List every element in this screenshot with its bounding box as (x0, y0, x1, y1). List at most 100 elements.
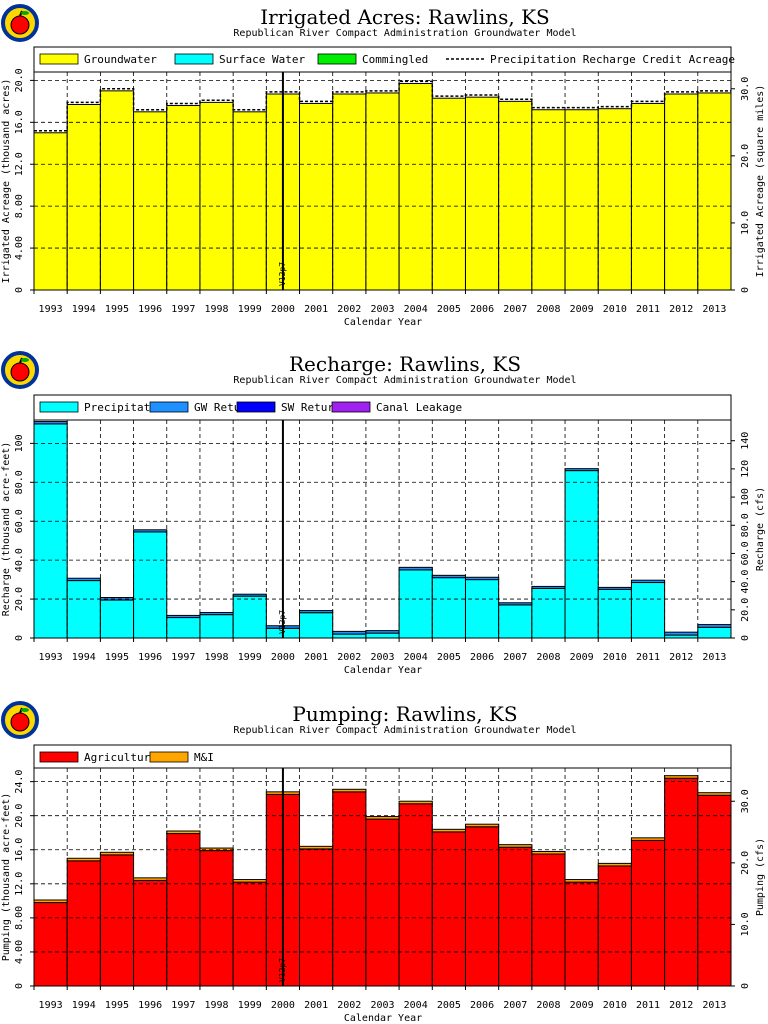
x-tick-label: 2012 (669, 304, 693, 315)
bar (99, 599, 135, 639)
x-tick-label: 1999 (238, 652, 262, 663)
bar (133, 111, 168, 291)
x-tick-label: 1994 (72, 652, 96, 663)
y-tick-label: 4.00 (14, 940, 25, 964)
bar (431, 574, 466, 579)
bar (133, 879, 168, 987)
rrca-logo (1, 351, 39, 389)
y2-axis-label: Irrigated Acreage (square miles) (755, 85, 766, 278)
y-tick-label: 100 (14, 434, 25, 452)
bar (365, 816, 400, 820)
bar (697, 794, 732, 987)
bar (33, 899, 68, 904)
bar (199, 850, 234, 987)
y-axis-left: 0 4.00 8.00 12.0 16.0 20.0 (14, 68, 34, 293)
x-tick-label: 1997 (171, 304, 195, 315)
bar (199, 847, 234, 852)
x-tick-label: 2004 (404, 1000, 428, 1011)
y-axis-right: 0 20.0 40.0 60.0 80.0 100 120 140 (731, 432, 751, 641)
legend-swatch (39, 53, 79, 65)
x-tick-label: 1994 (72, 304, 96, 315)
bar (564, 879, 599, 883)
x-tick-label: 1998 (205, 304, 229, 315)
legend-label: Surface Water (219, 53, 305, 66)
x-tick-label: 2002 (337, 304, 361, 315)
plot-frame (33, 71, 732, 291)
chart-subtitle: Republican River Compact Administration … (233, 375, 576, 386)
y-tick-label: 24.0 (14, 770, 25, 794)
bar (166, 614, 201, 619)
apple-leaf-icon (21, 708, 29, 712)
legend-swatch (331, 401, 371, 413)
bar (365, 632, 400, 639)
bar (332, 788, 367, 793)
legend-label: M&I (194, 751, 214, 764)
x-tick-label: 2003 (370, 304, 394, 315)
plot-frame (33, 767, 732, 987)
x-tick-label: 2011 (636, 304, 660, 315)
rrca-logo (1, 4, 39, 42)
x-tick-label: 1995 (105, 304, 129, 315)
bar (166, 833, 201, 987)
bar (398, 569, 433, 639)
legend-label: Commingled (362, 53, 428, 66)
bar (564, 109, 599, 291)
bar (630, 582, 666, 639)
bar (66, 580, 101, 639)
y2-tick-label: 30.0 (740, 77, 751, 101)
x-tick-label: 1996 (138, 1000, 162, 1011)
x-tick-label: 2008 (536, 304, 560, 315)
legend-swatch (174, 53, 214, 65)
x-tick-label: 1996 (138, 652, 162, 663)
grid (34, 420, 731, 638)
version-marker-label: V12p7 (278, 958, 287, 982)
legend-swatch (317, 53, 357, 65)
bar (99, 851, 135, 856)
bar (133, 531, 168, 639)
x-tick-label: 2012 (669, 652, 693, 663)
bar (232, 881, 267, 987)
y-axis-label: Irrigated Acreage (thousand acres) (1, 79, 12, 284)
x-tick-label: 2010 (603, 652, 627, 663)
legend-label: Precipitation Recharge Credit Acreage (490, 53, 735, 66)
grid (34, 72, 731, 290)
plot-frame (33, 419, 732, 639)
bar (597, 108, 632, 291)
bar (232, 595, 267, 639)
y2-tick-label: 0 (740, 983, 751, 989)
x-tick-label: 2010 (603, 1000, 627, 1011)
legend-swatch (236, 401, 276, 413)
x-tick-label: 2010 (603, 304, 627, 315)
bar (99, 854, 135, 987)
apple-icon (10, 15, 30, 35)
x-tick-label: 2011 (636, 1000, 660, 1011)
bar (464, 826, 500, 987)
y-tick-label: 8.00 (14, 194, 25, 218)
x-tick-label: 1998 (205, 1000, 229, 1011)
x-tick-label: 2011 (636, 652, 660, 663)
y-axis-label: Recharge (thousand acre-feet) (1, 442, 12, 617)
y2-tick-label: 120 (740, 460, 751, 478)
bar (531, 850, 566, 855)
bar (531, 587, 566, 639)
x-tick-label: 2003 (370, 652, 394, 663)
x-axis-label: Calendar Year (344, 1013, 422, 1024)
legend-label: Canal Leakage (376, 401, 462, 414)
x-axis: 1993 1994 1995 1996 1997 1998 1999 2000 2001 2002… (33, 638, 726, 663)
legend-swatch (39, 751, 79, 763)
y-tick-label: 40.0 (14, 548, 25, 572)
bar (597, 588, 632, 639)
y-axis-label: Pumping (thousand acre-feet) (1, 793, 12, 962)
y2-tick-label: 20.0 (740, 144, 751, 168)
bar (498, 846, 533, 987)
bar (498, 100, 533, 291)
y2-tick-label: 10.0 (740, 211, 751, 235)
bar (597, 586, 632, 590)
bar (199, 101, 234, 291)
x-tick-label: 2009 (570, 304, 594, 315)
bar (564, 881, 599, 987)
bar (299, 845, 334, 850)
bar (199, 612, 234, 616)
